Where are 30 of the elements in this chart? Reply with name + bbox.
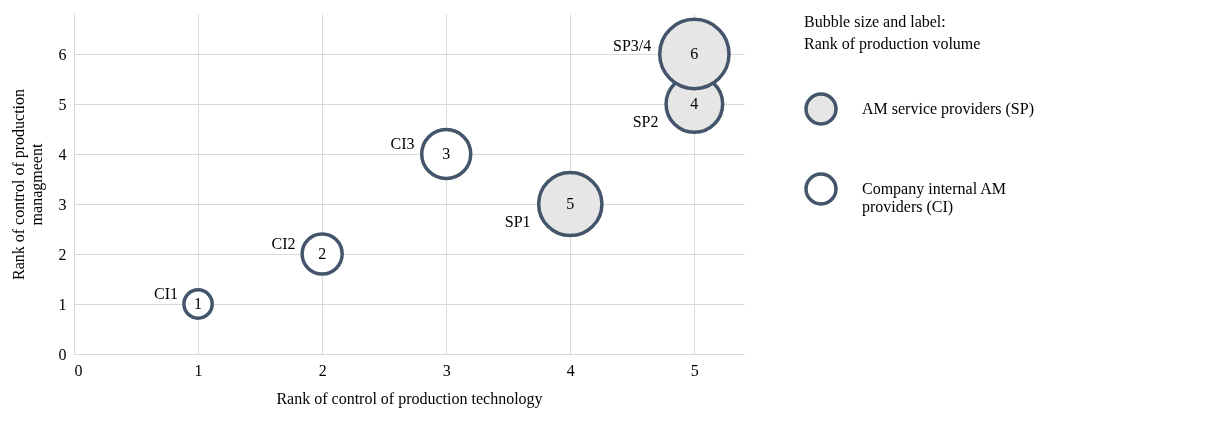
legend-label: AM service providers (SP): [862, 100, 1034, 118]
y-tick-label: 0: [58, 345, 67, 363]
y-axis-title: Rank of control of production managmeent: [9, 88, 46, 281]
y-tick-label: 3: [58, 195, 67, 213]
annotation: SP2: [632, 113, 659, 130]
annotation: SP3/4: [613, 37, 652, 54]
x-tick-label: 5: [690, 361, 699, 379]
annotation: SP1: [504, 213, 531, 230]
x-tick-label: 1: [194, 361, 203, 379]
y-tick-label: 6: [58, 45, 67, 63]
x-tick-label: 4: [566, 361, 575, 379]
data-label: 4: [690, 95, 699, 112]
data-label: 6: [690, 45, 699, 62]
x-tick-label: 3: [442, 361, 451, 379]
y-tick-label: 1: [58, 295, 67, 313]
y-tick-label: 4: [58, 145, 67, 163]
annotation: CI3: [390, 135, 415, 152]
legend-label: Company internal AM providers (CI): [862, 180, 1006, 216]
data-label: 1: [194, 295, 203, 312]
data-label: 2: [318, 245, 327, 262]
legend-title: Bubble size and label: Rank of production volume: [804, 13, 981, 53]
x-tick-label: 2: [318, 361, 327, 379]
y-tick-label: 2: [58, 245, 67, 263]
data-label: 3: [442, 145, 451, 162]
data-label: 5: [566, 195, 575, 212]
x-axis-title: Rank of control of production technology: [276, 389, 543, 408]
annotation: CI1: [154, 285, 179, 302]
x-tick-label: 0: [74, 361, 83, 379]
y-tick-label: 5: [58, 95, 67, 113]
annotation: CI2: [271, 235, 296, 252]
